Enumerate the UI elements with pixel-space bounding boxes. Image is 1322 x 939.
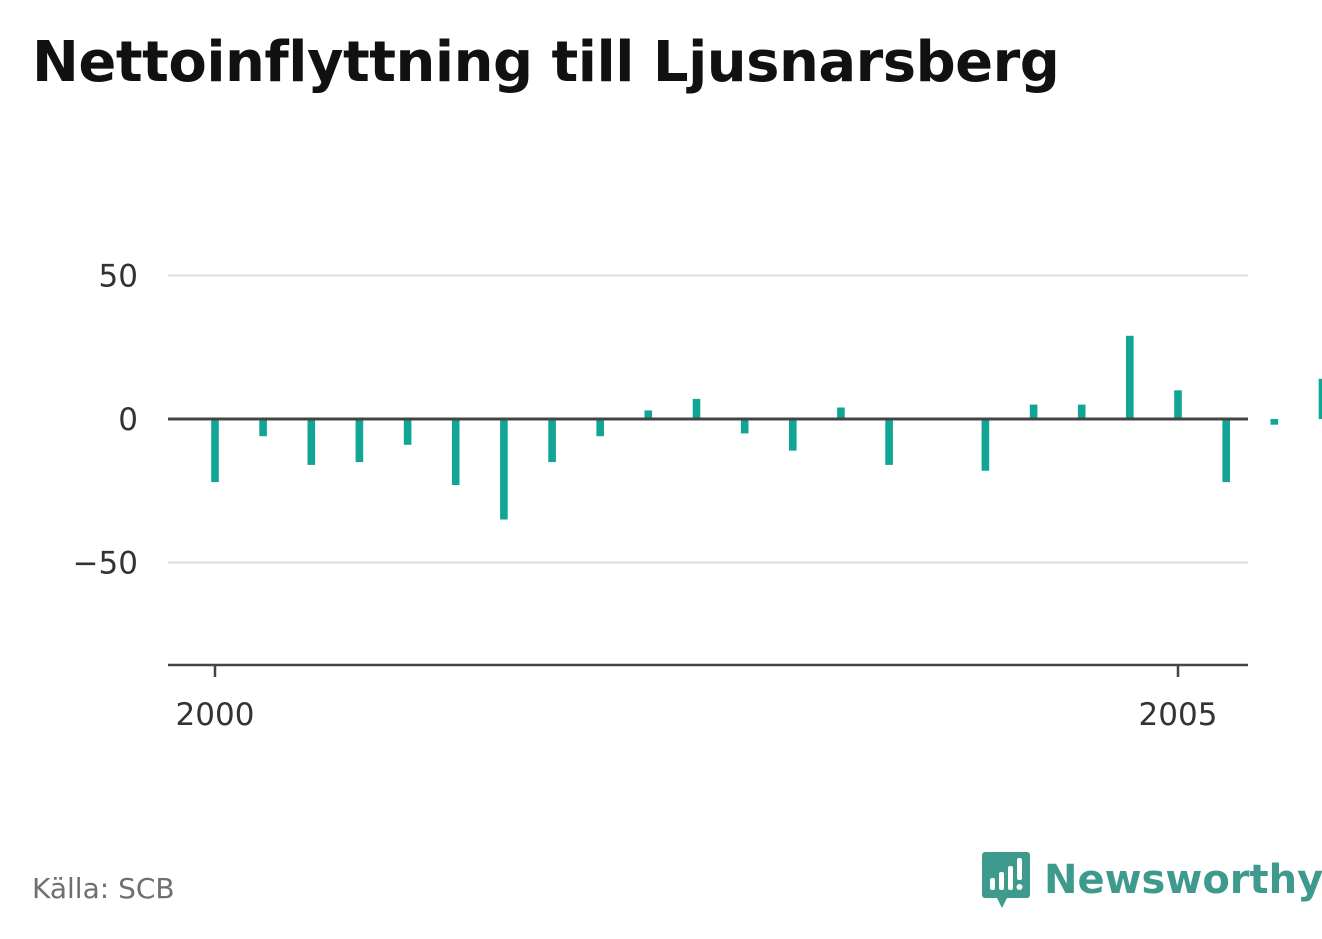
bar [1318,378,1322,419]
y-tick-labels: 50 0 −50 [73,259,138,582]
brand-name: Newsworthy [1044,857,1322,903]
bars [211,335,1322,520]
x-tick-label: 2000 [176,697,255,733]
bar [981,419,990,471]
newsworthy-icon [982,852,1030,908]
axes [168,417,1248,677]
bar [740,419,749,434]
bar [789,419,797,451]
bar [403,419,412,445]
brand-logo: Newsworthy [980,850,1322,910]
y-tick-label: −50 [73,546,138,582]
bar [837,407,845,419]
chart-title: Nettoinflyttning till Ljusnarsberg [32,30,1060,95]
bar [1174,390,1182,419]
x-tick-label: 2005 [1139,697,1218,733]
bar [596,419,604,437]
bar [451,419,460,485]
bar [355,419,364,463]
bar [211,419,219,483]
gridlines [168,274,1248,564]
bar [548,419,556,463]
bar [259,419,267,437]
bar [644,410,653,419]
source-note: Källa: SCB [32,872,175,905]
bar [1270,419,1279,425]
bar [500,419,508,520]
bar [885,419,893,465]
x-tick-labels: 200020052010201520202025 [176,697,1218,733]
bar [1029,404,1038,419]
bar [692,398,701,419]
bar [307,419,316,465]
bar [1126,335,1134,419]
bar [1077,404,1086,419]
bar [1222,419,1230,483]
y-tick-label: 50 [99,259,138,295]
y-tick-label: 0 [118,402,138,438]
